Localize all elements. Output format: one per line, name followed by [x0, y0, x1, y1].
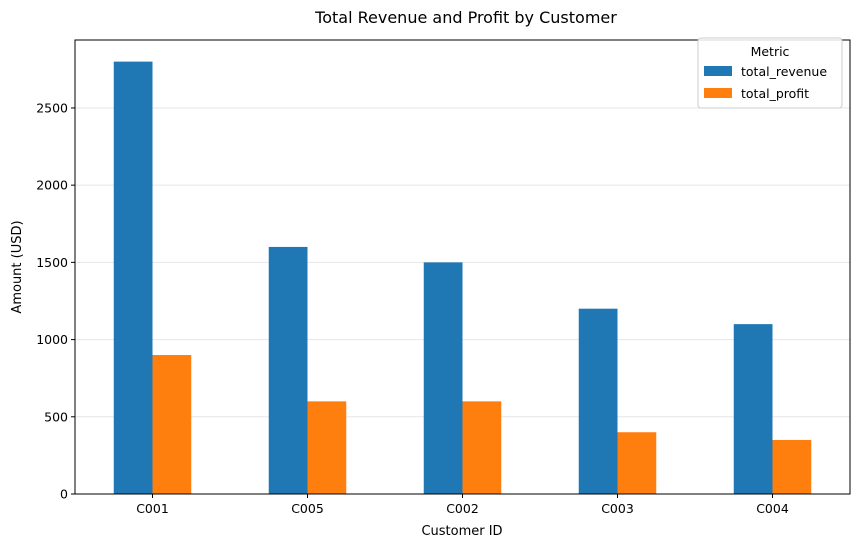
legend-label-total-profit: total_profit — [741, 86, 809, 101]
y-axis: 0 500 1000 1500 2000 2500 — [36, 100, 75, 502]
x-tick-label: C002 — [446, 501, 479, 516]
y-tick-label: 500 — [44, 409, 68, 424]
y-axis-label: Amount (USD) — [10, 220, 25, 313]
x-tick-label: C001 — [136, 501, 169, 516]
y-tick-label: 1000 — [36, 332, 68, 347]
legend: Metric total_revenue total_profit — [697, 37, 843, 109]
legend-box — [697, 37, 843, 109]
bar-total-revenue-c004 — [733, 324, 773, 494]
bar-total-profit-c002 — [462, 401, 502, 494]
x-tick-label: C004 — [756, 501, 789, 516]
bars — [113, 61, 812, 494]
x-tick-label: C005 — [291, 501, 324, 516]
legend-swatch-total-revenue — [704, 66, 732, 76]
chart-title: Total Revenue and Profit by Customer — [314, 8, 617, 27]
bar-total-profit-c001 — [152, 355, 192, 494]
legend-swatch-total-profit — [704, 88, 732, 98]
x-axis-label: Customer ID — [421, 524, 502, 539]
y-tick-label: 0 — [60, 487, 68, 502]
y-tick-label: 2500 — [36, 100, 68, 115]
bar-total-revenue-c002 — [423, 262, 463, 494]
x-axis: C001 C005 C002 C003 C004 — [136, 494, 789, 516]
legend-label-total-revenue: total_revenue — [741, 64, 827, 79]
bar-total-revenue-c003 — [578, 308, 618, 494]
bar-total-profit-c003 — [617, 432, 657, 494]
bar-total-revenue-c001 — [113, 61, 153, 494]
y-tick-label: 2000 — [36, 178, 68, 193]
bar-total-profit-c005 — [307, 401, 347, 494]
legend-title: Metric — [751, 44, 790, 59]
x-tick-label: C003 — [601, 501, 634, 516]
bar-total-profit-c004 — [772, 439, 812, 494]
y-tick-label: 1500 — [36, 255, 68, 270]
bar-total-revenue-c005 — [268, 246, 308, 494]
